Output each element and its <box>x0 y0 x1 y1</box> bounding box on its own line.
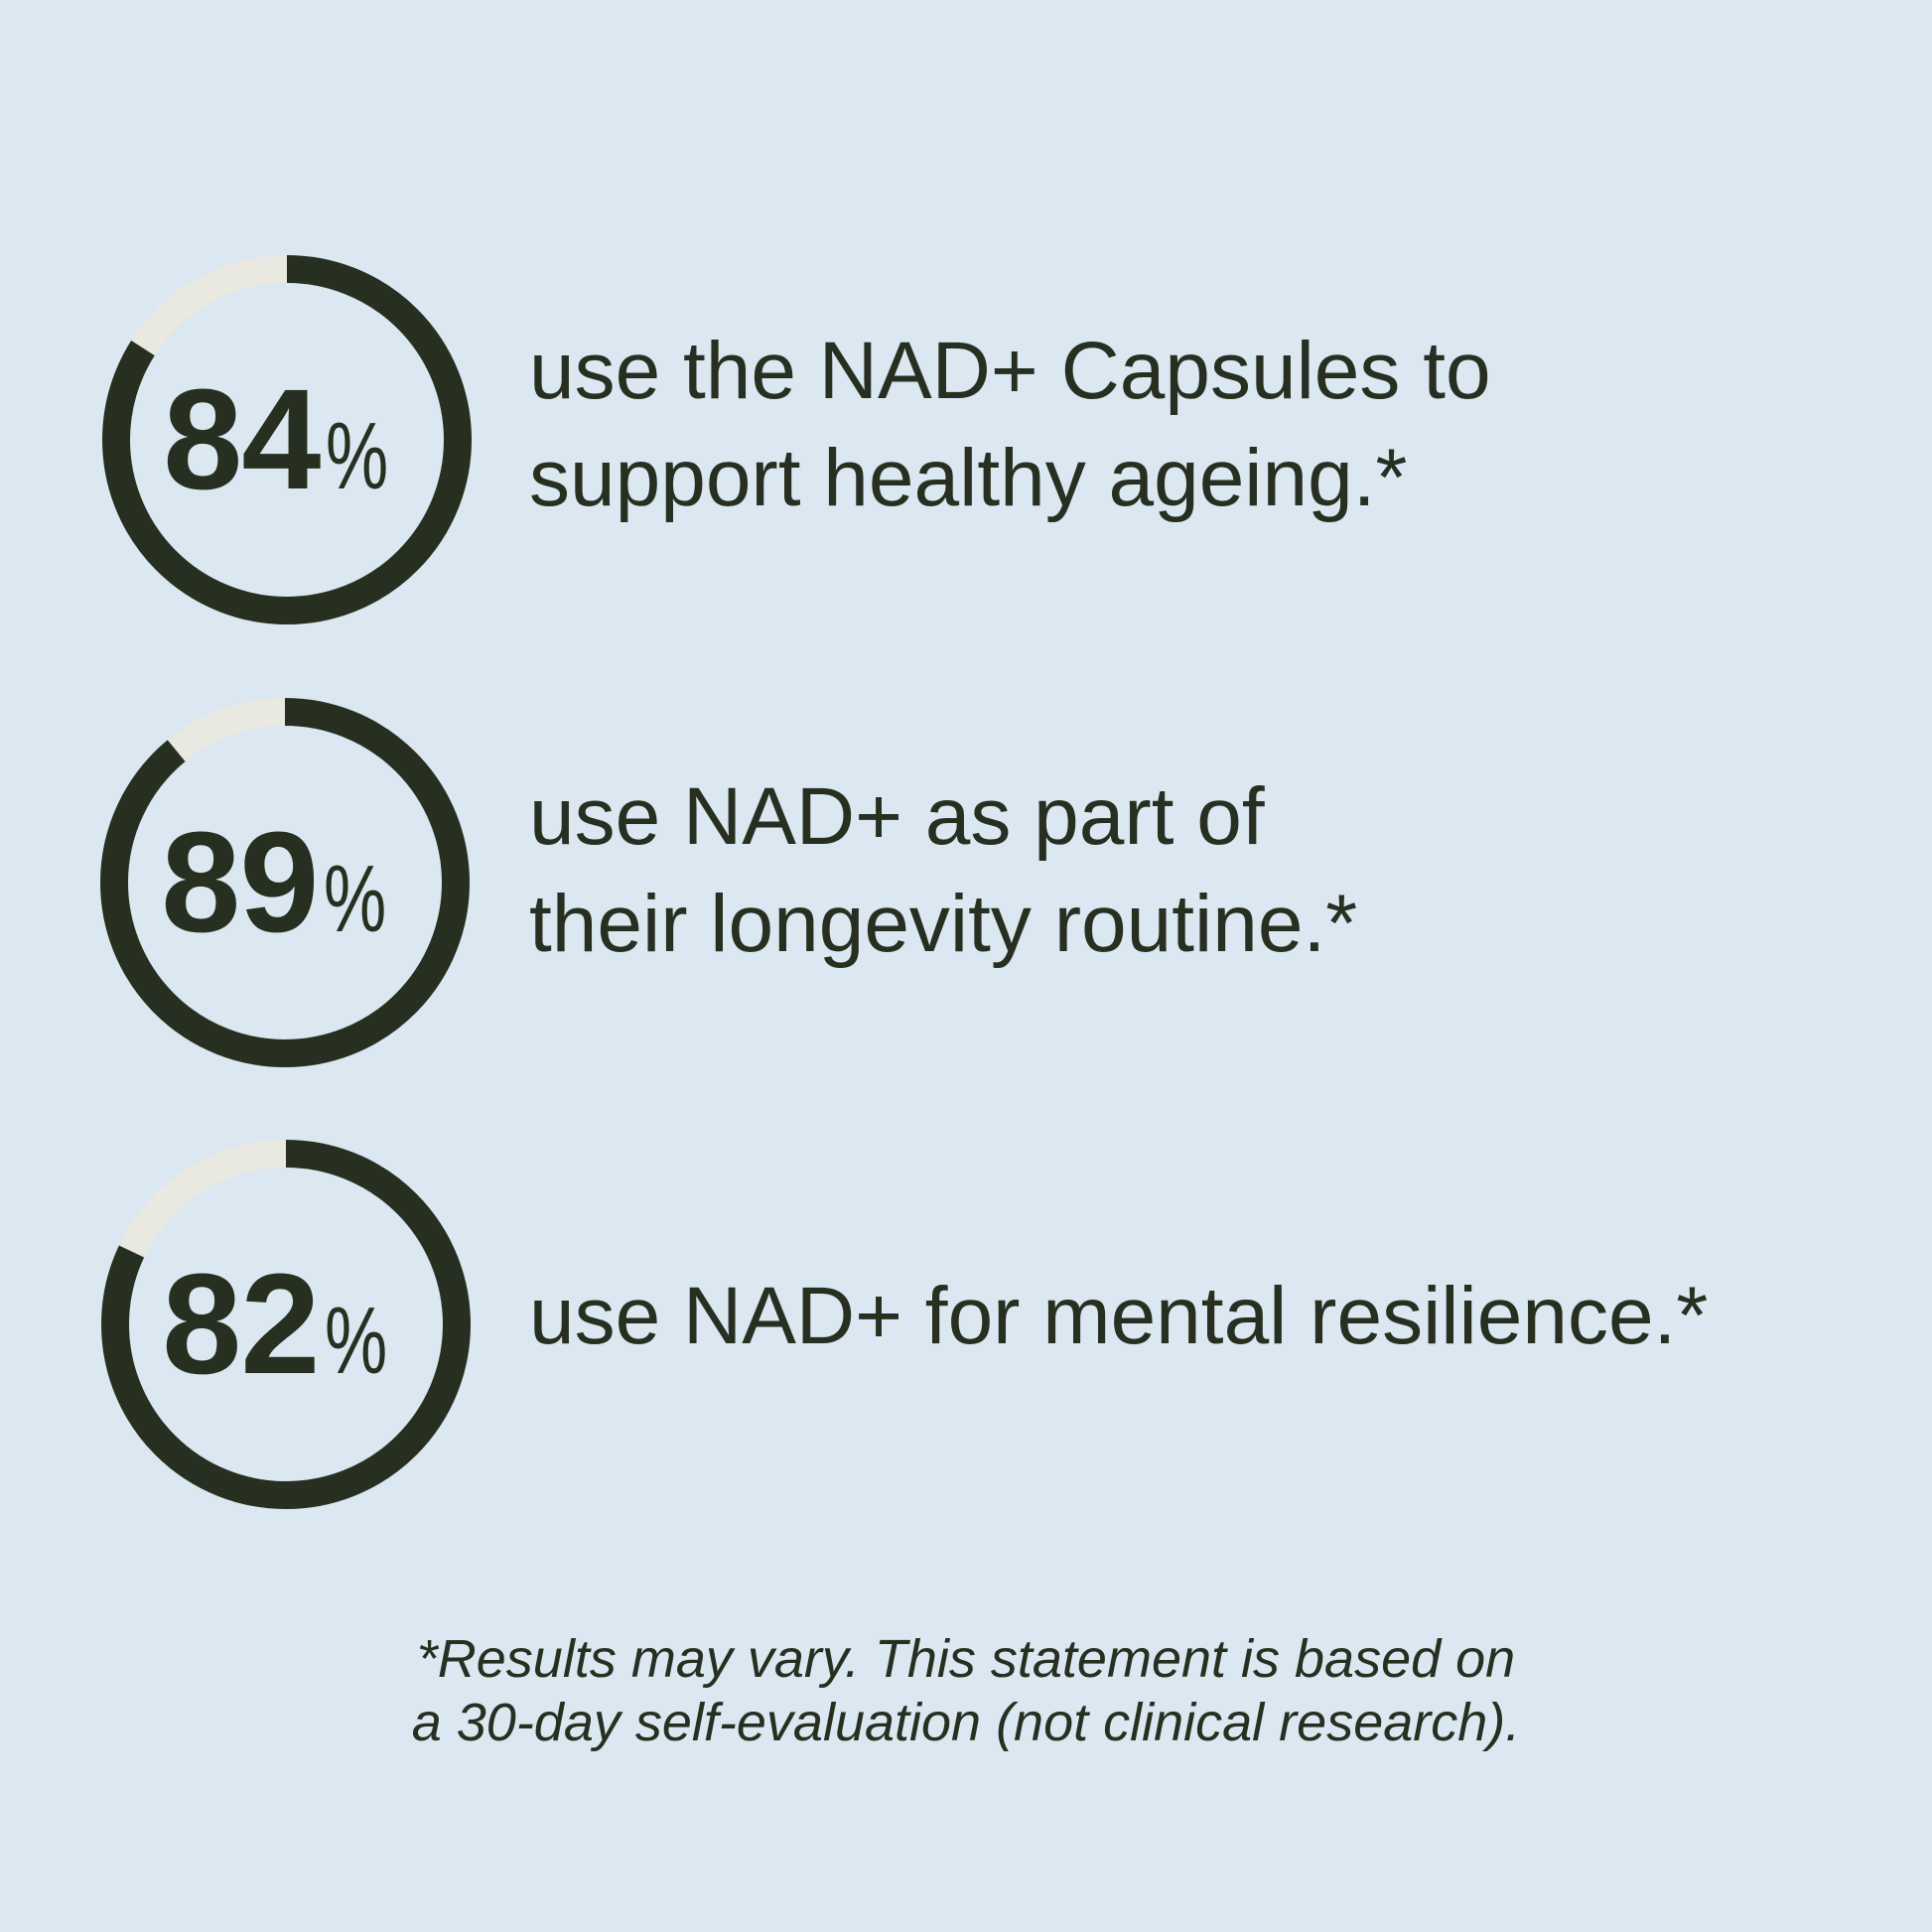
percent-sign: % <box>324 846 387 952</box>
ring-fill <box>102 255 472 624</box>
stat-text-89: use NAD+ as part of their longevity rout… <box>529 763 1357 978</box>
donut-ring-82: 82 % <box>101 1140 471 1509</box>
stat-text-84: use the NAD+ Capsules to support healthy… <box>529 318 1491 532</box>
percent-label-89: 89 % <box>100 698 470 1067</box>
percent-sign: % <box>326 403 389 509</box>
stat-text-line: their longevity routine.* <box>529 879 1358 969</box>
percent-value: 89 <box>161 802 319 962</box>
donut-ring-89: 89 % <box>100 698 470 1067</box>
disclaimer: *Results may vary. This statement is bas… <box>0 1627 1932 1754</box>
disclaimer-line: *Results may vary. This statement is bas… <box>416 1629 1516 1689</box>
stat-text-line: use NAD+ as part of <box>529 771 1265 862</box>
percent-sign: % <box>325 1288 388 1394</box>
donut-ring-84: 84 % <box>102 255 472 624</box>
percent-label-82: 82 % <box>101 1140 471 1509</box>
percent-value: 82 <box>162 1244 320 1404</box>
stat-text-82: use NAD+ for mental resilience.* <box>529 1263 1708 1370</box>
stat-text-line: use NAD+ for mental resilience.* <box>529 1271 1709 1361</box>
stat-text-line: support healthy ageing.* <box>529 433 1408 523</box>
ring-fill <box>101 1140 471 1509</box>
disclaimer-line: a 30-day self-evaluation (not clinical r… <box>411 1693 1521 1752</box>
percent-value: 84 <box>163 359 321 519</box>
donut-chart-icon <box>100 698 470 1067</box>
donut-chart-icon <box>102 255 472 624</box>
stat-text-line: use the NAD+ Capsules to <box>529 326 1491 416</box>
ring-fill <box>100 698 470 1067</box>
donut-chart-icon <box>101 1140 471 1509</box>
percent-label-84: 84 % <box>102 255 472 624</box>
